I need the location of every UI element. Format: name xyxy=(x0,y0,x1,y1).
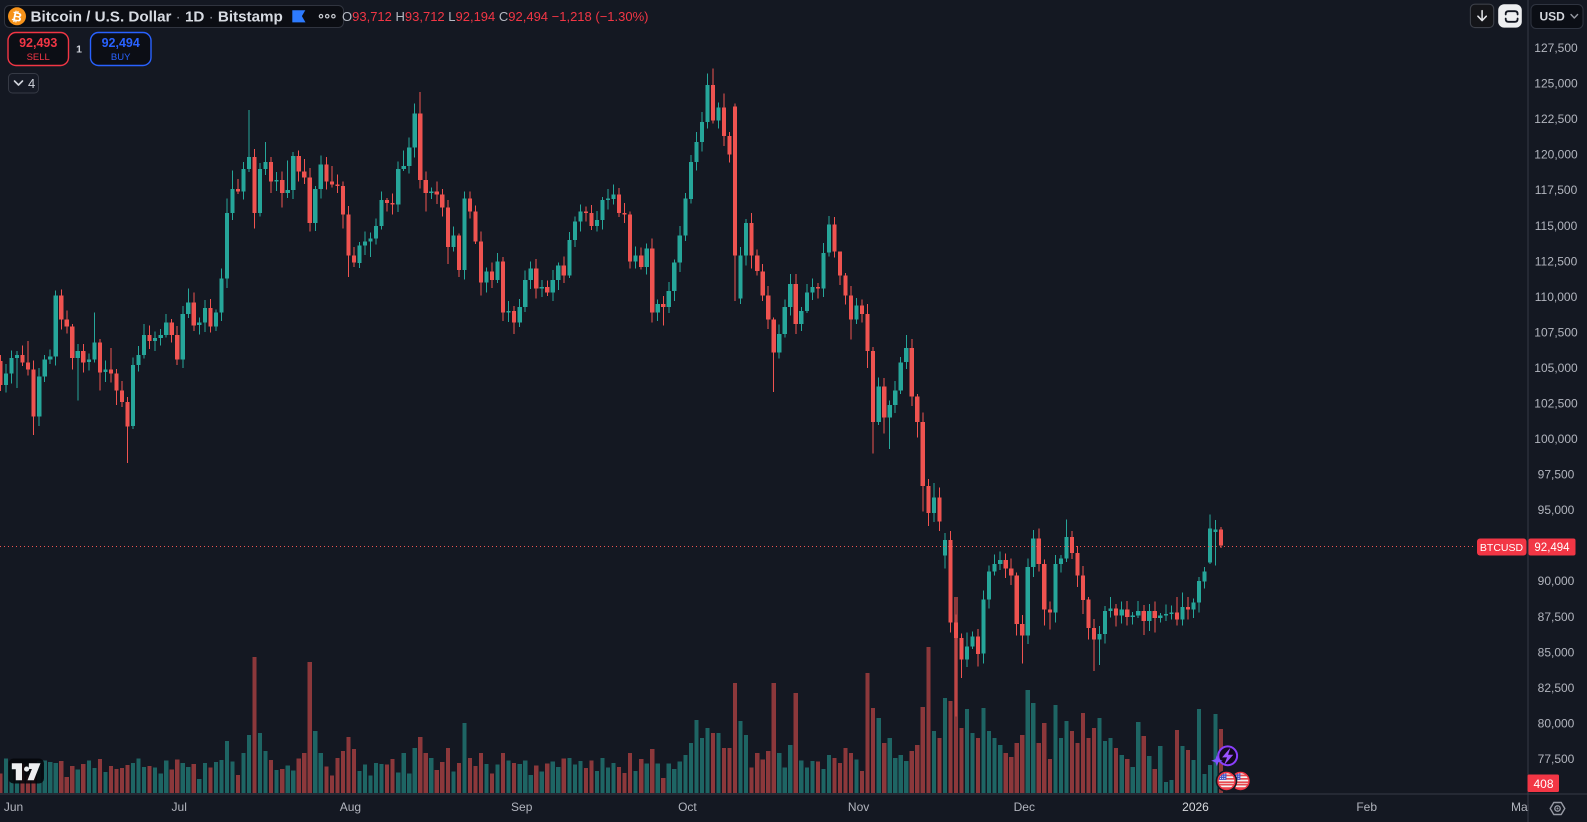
svg-text:117,500: 117,500 xyxy=(1535,183,1578,197)
svg-text:Bitcoin / U.S. Dollar · 1D · B: Bitcoin / U.S. Dollar · 1D · Bitstamp xyxy=(31,8,283,25)
svg-text:O93,712 H93,712 L92,194 C92,49: O93,712 H93,712 L92,194 C92,494 −1,218 (… xyxy=(342,9,649,24)
svg-text:Jun: Jun xyxy=(4,800,23,814)
svg-text:90,000: 90,000 xyxy=(1538,574,1575,588)
svg-text:92,494: 92,494 xyxy=(1534,542,1570,554)
svg-text:97,500: 97,500 xyxy=(1538,468,1575,482)
svg-text:112,500: 112,500 xyxy=(1535,254,1578,268)
svg-text:Jul: Jul xyxy=(172,800,187,814)
svg-text:1: 1 xyxy=(76,44,82,56)
svg-text:115,000: 115,000 xyxy=(1535,219,1578,233)
svg-text:110,000: 110,000 xyxy=(1535,290,1578,304)
svg-text:92,494: 92,494 xyxy=(102,36,140,50)
svg-text:Dec: Dec xyxy=(1014,800,1035,814)
svg-text:95,000: 95,000 xyxy=(1538,503,1575,517)
svg-text:100,000: 100,000 xyxy=(1534,432,1578,446)
svg-text:4: 4 xyxy=(28,76,35,91)
svg-text:92,493: 92,493 xyxy=(19,36,57,50)
svg-text:127,500: 127,500 xyxy=(1534,41,1578,55)
svg-text:408: 408 xyxy=(1533,777,1553,791)
svg-text:82,500: 82,500 xyxy=(1538,681,1575,695)
svg-text:120,000: 120,000 xyxy=(1534,148,1578,162)
svg-text:Aug: Aug xyxy=(340,800,361,814)
svg-text:105,000: 105,000 xyxy=(1534,361,1578,375)
svg-text:SELL: SELL xyxy=(27,52,50,63)
svg-text:USD: USD xyxy=(1540,10,1566,24)
svg-text:Sep: Sep xyxy=(511,800,533,814)
svg-text:85,000: 85,000 xyxy=(1538,645,1575,659)
svg-text:107,500: 107,500 xyxy=(1534,325,1578,339)
svg-text:80,000: 80,000 xyxy=(1538,717,1575,731)
svg-text:BUY: BUY xyxy=(111,52,131,63)
svg-text:₿: ₿ xyxy=(10,9,23,25)
svg-text:2026: 2026 xyxy=(1182,800,1209,814)
svg-text:Mar: Mar xyxy=(1511,800,1532,814)
svg-text:125,000: 125,000 xyxy=(1534,77,1578,91)
svg-text:Nov: Nov xyxy=(848,800,869,814)
svg-text:122,500: 122,500 xyxy=(1534,112,1578,126)
svg-text:77,500: 77,500 xyxy=(1538,752,1575,766)
svg-text:Oct: Oct xyxy=(678,800,697,814)
svg-text:BTCUSD: BTCUSD xyxy=(1480,542,1524,554)
svg-text:Feb: Feb xyxy=(1356,800,1377,814)
svg-text:102,500: 102,500 xyxy=(1534,397,1578,411)
svg-text:87,500: 87,500 xyxy=(1538,610,1575,624)
